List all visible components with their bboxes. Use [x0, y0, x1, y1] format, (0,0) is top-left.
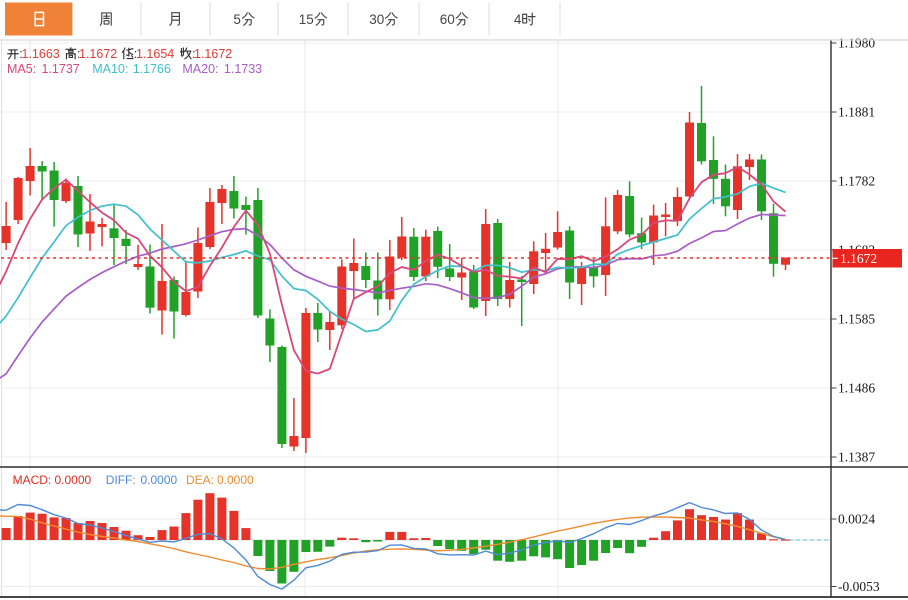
svg-text:15: 15 [299, 12, 314, 27]
svg-text:0.0000: 0.0000 [55, 473, 92, 487]
svg-text:MACD:: MACD: [13, 473, 52, 487]
svg-text:1.1654: 1.1654 [136, 47, 174, 61]
svg-text:0.0000: 0.0000 [141, 473, 178, 487]
svg-text:DIFF:: DIFF: [106, 473, 136, 487]
svg-text::: : [134, 47, 137, 61]
svg-text:1.1733: 1.1733 [224, 62, 262, 76]
svg-text:1.1980: 1.1980 [838, 36, 875, 51]
svg-text:MA20:: MA20: [182, 62, 218, 76]
svg-text:1.1672: 1.1672 [840, 251, 877, 266]
svg-text:1.1387: 1.1387 [838, 450, 875, 465]
svg-text:0.0000: 0.0000 [217, 473, 254, 487]
svg-text:1.1486: 1.1486 [838, 381, 875, 396]
svg-text:MA5:: MA5: [7, 62, 36, 76]
svg-text:1.1766: 1.1766 [133, 62, 171, 76]
svg-text:1.1672: 1.1672 [79, 47, 117, 61]
svg-text:5: 5 [233, 12, 241, 27]
svg-text::: : [192, 47, 195, 61]
svg-text:30: 30 [369, 12, 384, 27]
svg-text:0.0024: 0.0024 [838, 512, 875, 527]
svg-text::: : [19, 47, 22, 61]
svg-text:1.1663: 1.1663 [22, 47, 60, 61]
svg-text:MA10:: MA10: [92, 62, 128, 76]
svg-text:60: 60 [440, 12, 455, 27]
svg-text:4: 4 [514, 12, 522, 27]
svg-text:1.1672: 1.1672 [194, 47, 232, 61]
svg-text:1.1881: 1.1881 [838, 105, 875, 120]
svg-text:DEA:: DEA: [186, 473, 214, 487]
svg-text:1.1585: 1.1585 [838, 312, 875, 327]
svg-text::: : [77, 47, 80, 61]
svg-text:1.1737: 1.1737 [42, 62, 80, 76]
svg-text:1.1782: 1.1782 [838, 174, 875, 189]
svg-text:-0.0053: -0.0053 [838, 579, 880, 594]
